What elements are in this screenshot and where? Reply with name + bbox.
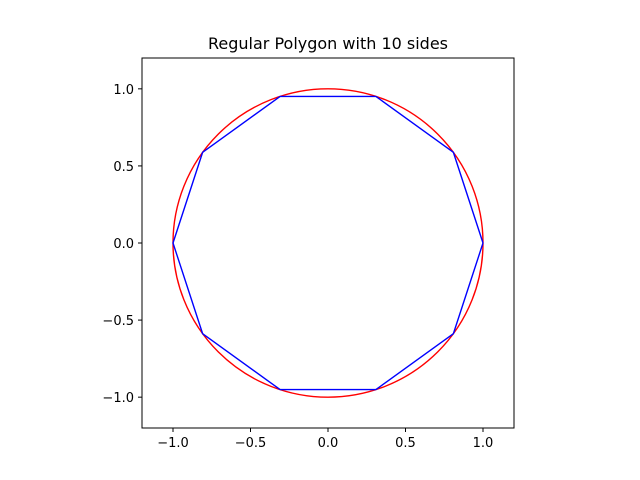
axes-frame: [141, 57, 515, 429]
chart-title: Regular Polygon with 10 sides: [208, 34, 448, 53]
x-tick-label: 1.0: [473, 436, 494, 451]
x-tick-label: −0.5: [235, 436, 267, 451]
plot-area: [172, 88, 484, 398]
series-group: [172, 88, 484, 398]
y-tick-label: 1.0: [113, 83, 134, 98]
y-tick-label: 0.0: [113, 237, 134, 252]
circumscribed-circle: [172, 88, 484, 398]
polygon-line: [172, 95, 484, 391]
y-tick-label: 0.5: [113, 160, 134, 175]
axes: −1.0 −0.5 0.0 0.5 1.0 −1.0 −0.5 0.0 0.5 1.0: [102, 57, 515, 451]
x-tick-label: −1.0: [157, 436, 189, 451]
y-tick-label: −1.0: [102, 391, 134, 406]
x-tick-label: 0.0: [318, 436, 339, 451]
x-tick-label: 0.5: [395, 436, 416, 451]
y-tick-label: −0.5: [102, 314, 134, 329]
